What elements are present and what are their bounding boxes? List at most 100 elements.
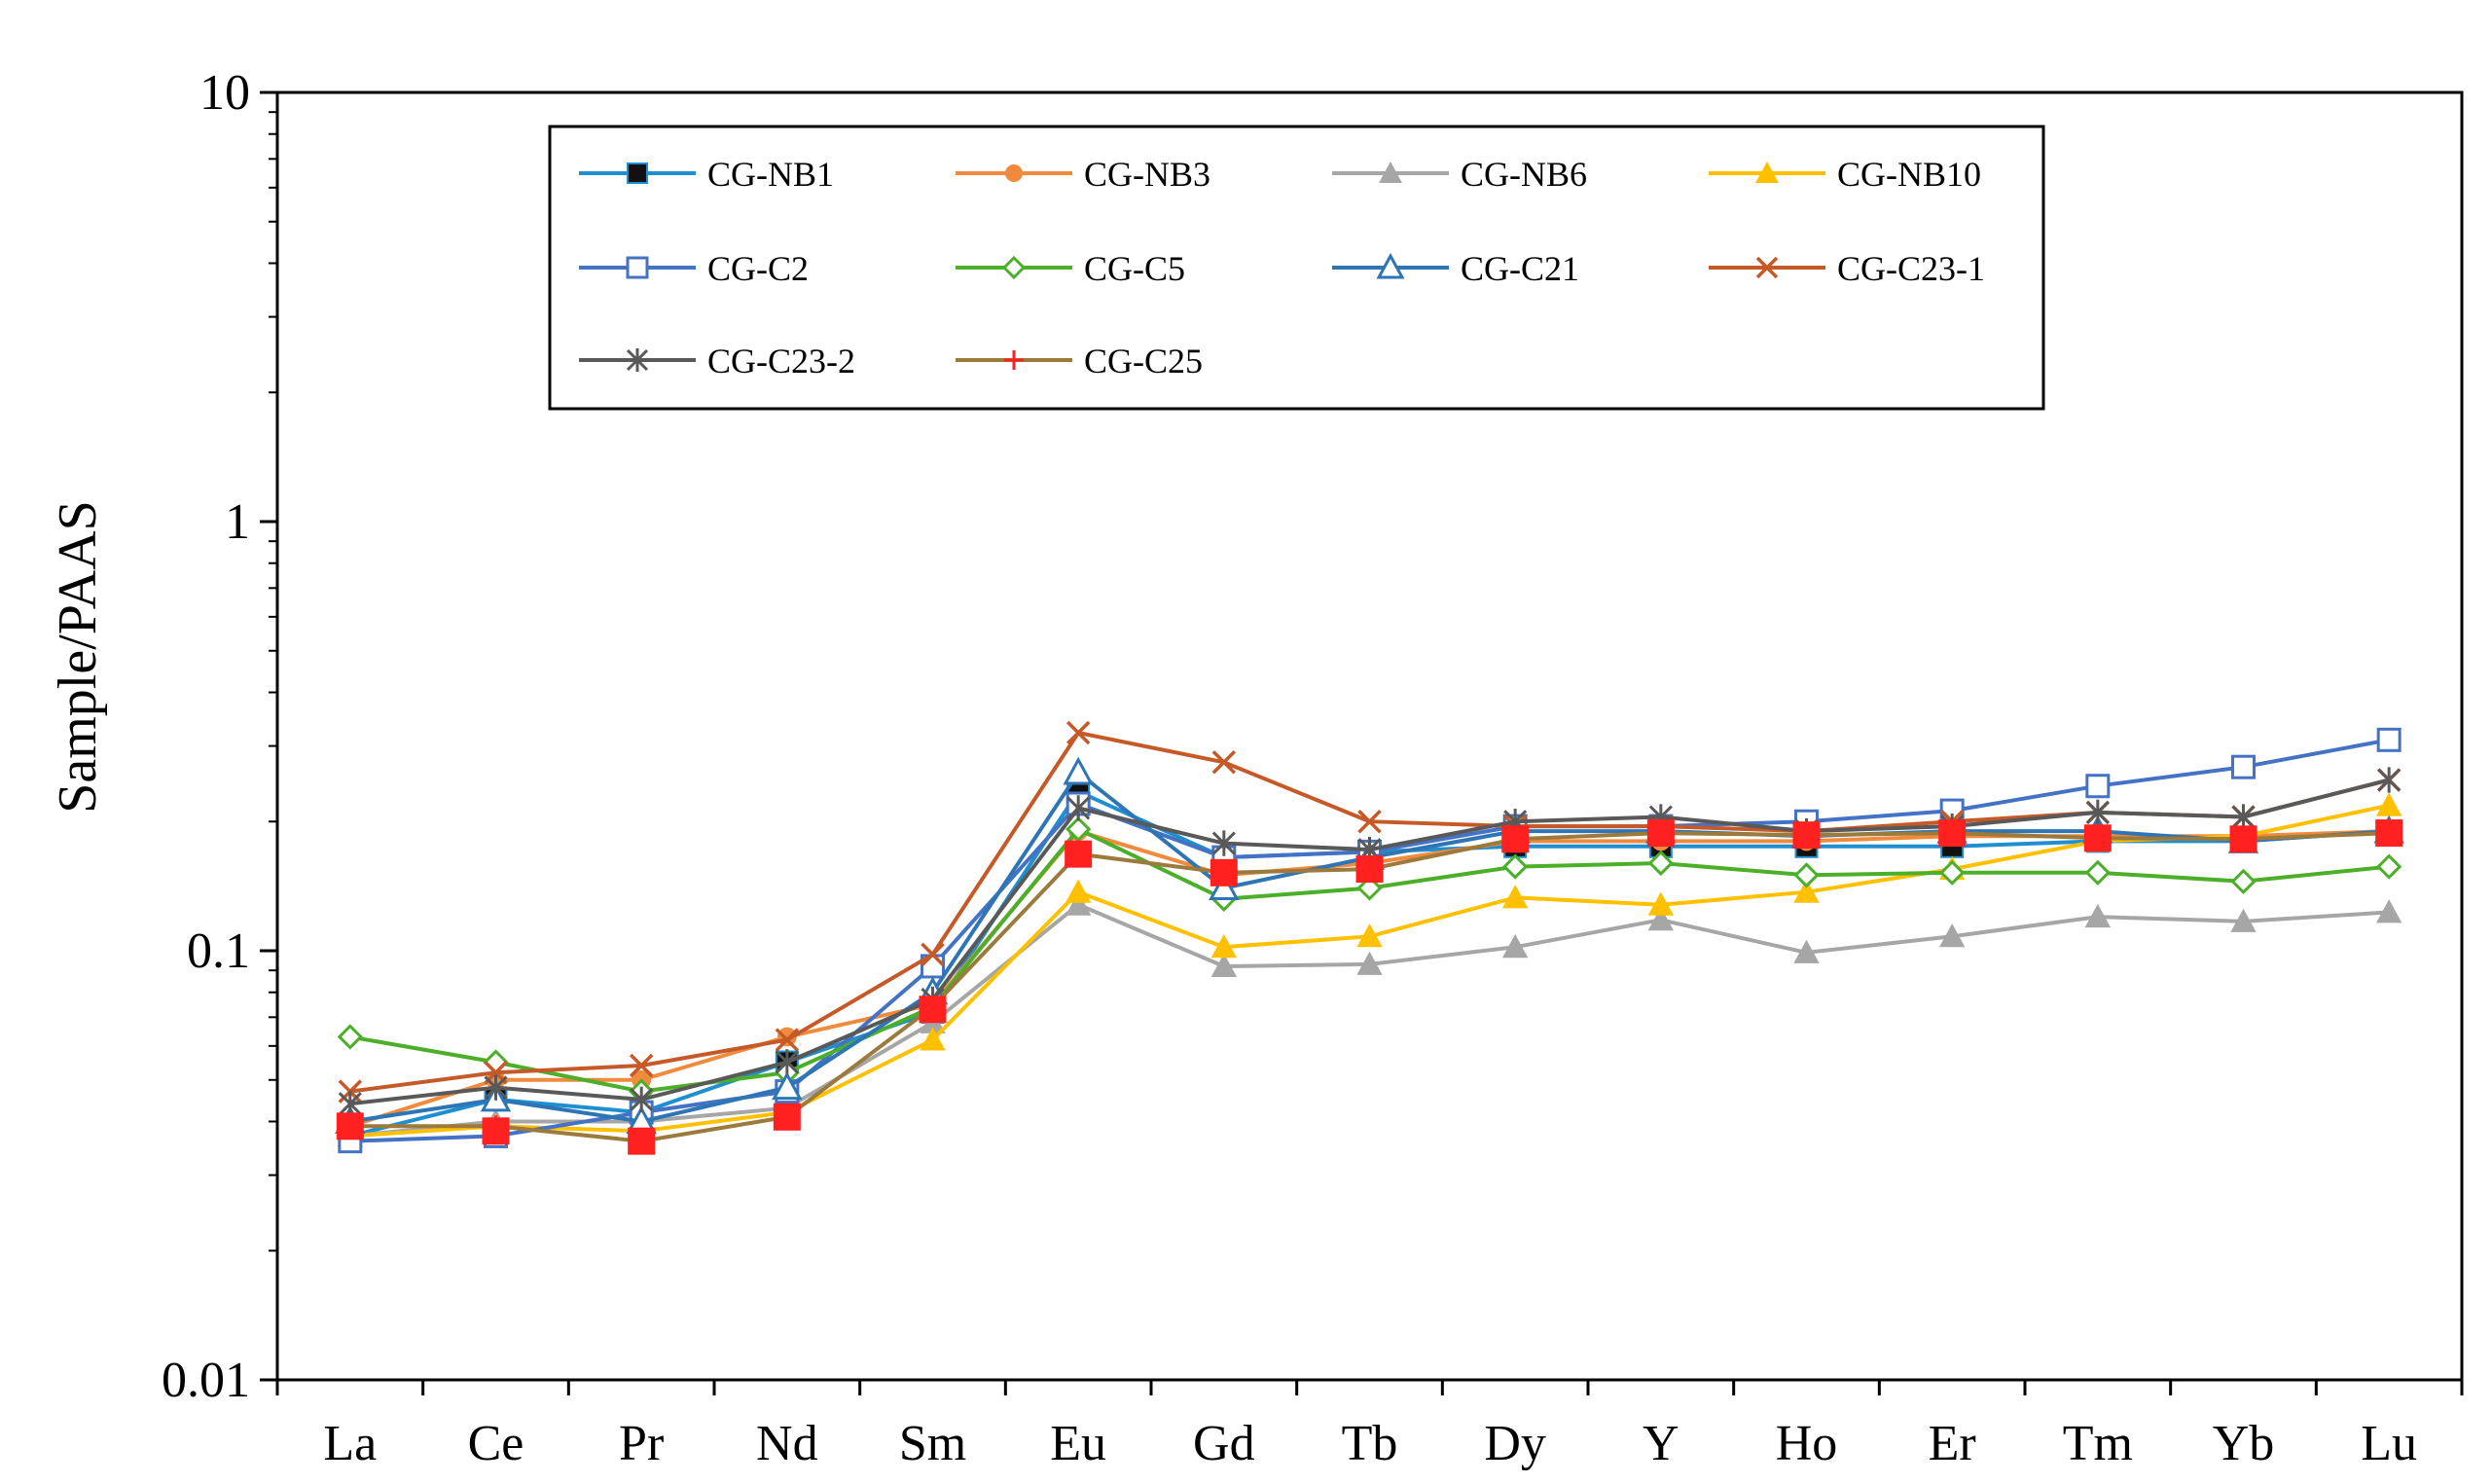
x-tick-label: Lu: [2361, 1416, 2417, 1471]
data-point: [627, 163, 648, 184]
data-point: [1210, 934, 1238, 959]
x-tick-label: Y: [1643, 1416, 1679, 1471]
data-point: [2084, 859, 2111, 886]
data-point: [2230, 868, 2257, 894]
y-tick-label: 0.1: [187, 923, 250, 979]
data-point: [337, 1024, 363, 1050]
data-point: [1938, 819, 1967, 848]
data-point: [2084, 903, 2112, 928]
x-tick-label: Tb: [1342, 1416, 1398, 1471]
data-point: [2376, 727, 2402, 752]
data-point: [1755, 256, 1779, 279]
data-point: [2377, 767, 2402, 793]
x-tick-label: Ce: [468, 1416, 524, 1471]
data-point: [1501, 934, 1529, 959]
legend-label: CG-NB6: [1461, 155, 1587, 194]
x-tick-label: Yb: [2213, 1416, 2275, 1471]
legend-item: CG-C21: [1332, 249, 1579, 288]
data-point: [1939, 859, 1966, 886]
data-point: [1211, 750, 1237, 775]
y-axis-title: Sample/PAAS: [48, 500, 108, 814]
data-point: [1065, 891, 1092, 916]
x-tick-label: Sm: [899, 1416, 966, 1471]
data-point: [1502, 853, 1529, 880]
x-tick-label: Er: [1929, 1416, 1976, 1471]
data-point: [2376, 853, 2402, 880]
data-point: [772, 1071, 803, 1101]
legend-item: CG-C23-1: [1709, 249, 1985, 288]
legend-item: CG-C5: [956, 249, 1185, 288]
y-tick-label: 10: [199, 65, 250, 121]
data-point: [1004, 350, 1024, 370]
data-point: [773, 1103, 801, 1131]
data-point: [2085, 774, 2111, 799]
overlay-layer: [336, 819, 2403, 1155]
data-point: [1356, 923, 1383, 948]
y-tick-label: 1: [225, 494, 250, 550]
data-point: [482, 1117, 510, 1145]
x-tick-label: Tm: [2063, 1416, 2133, 1471]
data-point: [1793, 879, 1820, 903]
data-point: [1210, 953, 1238, 977]
y-tick-label: 0.01: [162, 1353, 250, 1408]
data-point: [1001, 255, 1027, 280]
legend-label: CG-C2: [707, 249, 809, 288]
data-point: [919, 995, 947, 1024]
x-tick-label: La: [323, 1416, 377, 1471]
plot-frame: [275, 90, 2464, 1382]
data-point: [1376, 252, 1405, 279]
legend-item: CG-NB6: [1332, 155, 1587, 194]
data-point: [484, 1074, 508, 1101]
data-point: [629, 1053, 654, 1078]
data-point: [2375, 899, 2402, 923]
data-point: [2375, 819, 2403, 848]
data-point: [1065, 720, 1091, 745]
legend: CG-NB1 CG-NB3 CG-NB6 CG-NB10 CG-C2 CG-C5 CG-C2…: [548, 125, 2045, 411]
data-point: [1209, 872, 1240, 901]
data-point: [1938, 923, 1966, 948]
axis-ticks: 0.01 0.1 1 10 La Ce Pr Nd Sm Eu Gd Tb Dy Y Ho Er Tm Yb Lu: [162, 65, 2464, 1471]
data-point: [1793, 862, 1820, 888]
data-point: [2231, 754, 2256, 779]
data-point: [1210, 858, 1238, 887]
data-point: [921, 942, 945, 967]
legend-label: CG-C23-1: [1837, 249, 1985, 288]
data-point: [1755, 162, 1779, 183]
data-point: [1355, 855, 1384, 884]
data-point: [1063, 756, 1094, 785]
data-point: [920, 1027, 946, 1051]
data-point: [2230, 908, 2257, 932]
legend-item: CG-C2: [579, 249, 809, 288]
legend-label: CG-NB3: [1084, 155, 1210, 194]
data-point: [1065, 840, 1093, 868]
data-point: [1647, 850, 1674, 877]
data-point: [336, 1112, 364, 1140]
data-point: [1211, 830, 1236, 856]
data-point: [1065, 879, 1092, 903]
series-layer: [335, 720, 2404, 1154]
data-point: [2375, 792, 2402, 816]
x-tick-label: Ho: [1776, 1416, 1838, 1471]
legend-label: CG-C23-2: [707, 342, 855, 380]
data-point: [626, 348, 649, 372]
data-point: [1357, 810, 1382, 834]
data-point: [630, 1086, 654, 1113]
legend-label: CG-NB1: [707, 155, 834, 194]
legend-label: CG-C25: [1084, 342, 1203, 380]
legend-item: CG-NB3: [956, 155, 1210, 194]
data-point: [775, 1049, 799, 1075]
data-point: [1356, 951, 1383, 975]
data-point: [338, 1091, 362, 1117]
data-point: [2085, 799, 2110, 826]
data-point: [1646, 819, 1675, 848]
data-point: [1647, 891, 1675, 916]
legend-item: CG-C25: [956, 342, 1203, 380]
data-point: [1501, 885, 1529, 909]
legend-label: CG-C21: [1461, 249, 1579, 288]
legend-item: CG-C23-2: [579, 342, 855, 380]
data-point: [1066, 795, 1091, 821]
legend-label: CG-C5: [1084, 249, 1185, 288]
x-tick-label: Nd: [756, 1416, 818, 1471]
